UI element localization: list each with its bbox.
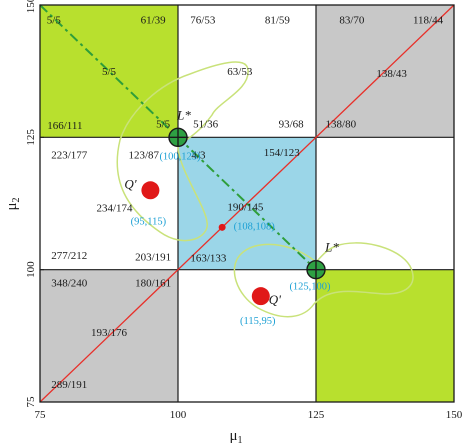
- ratio-label: 118/44: [413, 14, 444, 26]
- point-coord-label: (100,125): [159, 151, 201, 162]
- y-axis-label-sub: 2: [11, 197, 22, 202]
- point-label: Q': [269, 292, 281, 307]
- ratio-label: 51/36: [193, 119, 219, 131]
- marker-layer: L* (100,125) L* (125,100) Q' (95,115) Q' (115,9…: [124, 107, 339, 327]
- ratio-label: 138/80: [326, 119, 357, 131]
- boundary-curves: [116, 61, 414, 318]
- ratio-label: 61/39: [141, 14, 167, 26]
- y-tick-label: 100: [25, 261, 37, 278]
- y-tick-layer: 75 100 125 150: [25, 0, 44, 408]
- point-coord-label: (108,108): [234, 221, 276, 232]
- boundary-curve-upper: [116, 61, 249, 242]
- small-point-marker: [218, 223, 226, 231]
- y-tick-label: 150: [25, 0, 37, 13]
- ratio-label: 190/145: [227, 202, 264, 214]
- point-coord-label: (115,95): [240, 316, 276, 327]
- ratio-label: 5/5: [47, 14, 62, 26]
- ratio-label: 289/191: [51, 379, 87, 391]
- point-label: L*: [324, 240, 339, 255]
- x-tick-label: 75: [35, 409, 47, 421]
- y-axis-label-main: μ: [4, 202, 20, 210]
- q-point-marker: [141, 181, 160, 200]
- ratio-label: 63/53: [227, 66, 253, 78]
- ratio-label: 348/240: [51, 277, 88, 289]
- ratio-label-layer: 5/5 61/39 76/53 81/59 83/70 118/44 5/5 63/53 138…: [47, 14, 444, 391]
- region-green-1: [316, 269, 454, 402]
- ratio-label: 180/161: [135, 277, 171, 289]
- point-coord-label: (95,115): [131, 216, 167, 227]
- x-axis-label: μ1: [229, 428, 242, 446]
- ratio-label: 154/123: [264, 147, 301, 159]
- x-tick-label: 150: [446, 409, 463, 421]
- plot-frame: [39, 4, 455, 403]
- x-tick-layer: 75 100 125 150: [35, 398, 463, 421]
- y-tick-label: 75: [25, 396, 37, 408]
- ratio-label: 4/3: [191, 149, 206, 161]
- ratio-label: 93/68: [279, 119, 305, 131]
- ratio-label: 163/133: [190, 252, 227, 264]
- ratio-label: 277/212: [51, 250, 87, 262]
- point-label: Q': [124, 176, 136, 191]
- ratio-label: 81/59: [265, 14, 291, 26]
- x-axis-label-sub: 1: [238, 435, 243, 446]
- ratio-label: 5/5: [156, 119, 171, 131]
- x-tick-label: 125: [308, 409, 325, 421]
- y-axis-label: μ2: [4, 197, 22, 210]
- point-label: L*: [176, 107, 191, 122]
- x-tick-label: 100: [170, 409, 187, 421]
- ratio-label: 223/177: [51, 149, 88, 161]
- ratio-label: 123/87: [128, 149, 159, 161]
- ratio-label: 138/43: [376, 68, 407, 80]
- ratio-label: 76/53: [190, 14, 216, 26]
- x-axis-label-main: μ: [229, 428, 237, 444]
- boundary-curve-lower: [233, 242, 414, 318]
- grid-lines: [40, 5, 454, 402]
- ratio-label: 83/70: [339, 14, 365, 26]
- ratio-label: 203/191: [135, 251, 171, 263]
- ratio-label: 193/176: [91, 327, 128, 339]
- ratio-label: 5/5: [102, 66, 117, 78]
- region-green-0: [40, 5, 178, 138]
- point-coord-label: (125,100): [289, 282, 331, 293]
- q-point-marker: [251, 287, 270, 306]
- diagonal-line: [39, 4, 455, 403]
- y-tick-label: 125: [25, 129, 37, 146]
- ratio-label: 166/111: [47, 120, 82, 132]
- ratio-label: 234/174: [96, 203, 133, 215]
